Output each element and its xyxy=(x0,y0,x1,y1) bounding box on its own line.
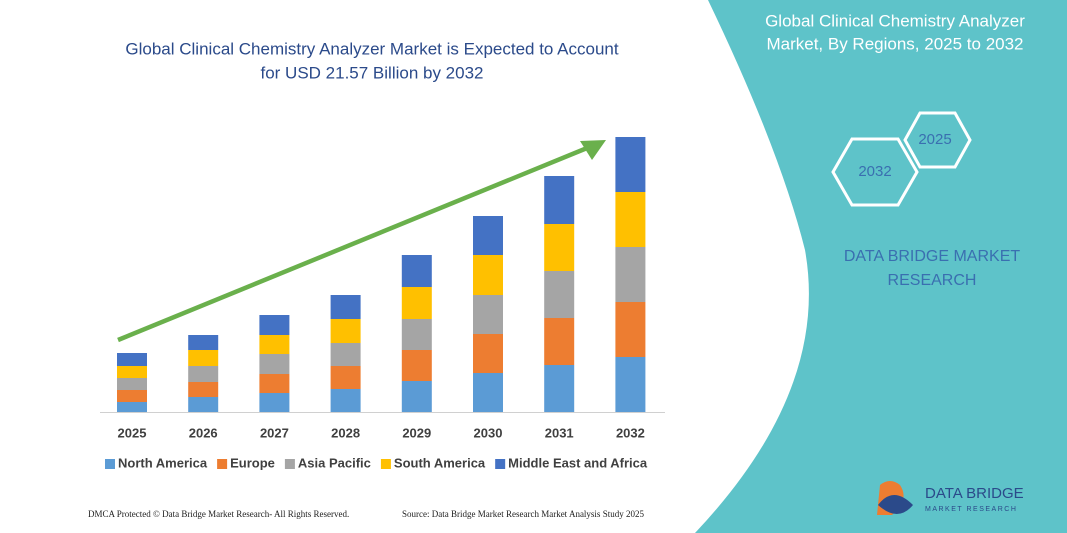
legend-label: Middle East and Africa xyxy=(508,455,648,470)
bar-segment xyxy=(117,402,147,412)
bar-segment xyxy=(259,354,290,374)
x-tick-label: 2030 xyxy=(474,425,503,440)
panel-title: Market, By Regions, 2025 to 2032 xyxy=(766,34,1023,53)
trend-arrow xyxy=(117,143,593,343)
bar-segment xyxy=(330,319,361,343)
hexagon-label: 2032 xyxy=(858,163,891,180)
legend-label: Europe xyxy=(230,455,275,470)
x-tick-label: 2027 xyxy=(260,425,289,440)
legend-swatch xyxy=(495,459,506,469)
legend-swatch xyxy=(105,459,115,469)
bar-segment xyxy=(473,373,503,412)
bar-segment xyxy=(401,381,432,412)
hexagon xyxy=(903,111,972,169)
bar-segment xyxy=(544,176,575,224)
bar-segment xyxy=(330,389,361,412)
bar-segment xyxy=(259,393,290,412)
hexagon-label: 2025 xyxy=(918,131,951,148)
bar-segment xyxy=(615,357,646,412)
bar-segment xyxy=(117,366,147,378)
bar-segment xyxy=(615,137,646,192)
bar-segment xyxy=(401,319,432,350)
bar-segment xyxy=(615,192,646,247)
legend-label: Asia Pacific xyxy=(298,455,371,470)
bar-segment xyxy=(544,271,575,318)
legend-swatch xyxy=(380,459,391,469)
bar-segment xyxy=(188,382,219,397)
bar-segment xyxy=(473,295,503,334)
logo-icon xyxy=(878,495,913,514)
bar-segment xyxy=(544,365,575,412)
trend-arrowhead xyxy=(580,140,606,160)
bar-segment xyxy=(188,350,219,366)
bar-segment xyxy=(117,353,147,366)
bar-segment xyxy=(188,335,219,350)
footer-left: DMCA Protected © Data Bridge Market Rese… xyxy=(88,509,349,519)
bar-segment xyxy=(188,366,219,382)
bar-segment xyxy=(473,216,503,255)
bar-segment xyxy=(117,390,147,402)
side-panel xyxy=(695,0,1067,533)
bar-segment xyxy=(259,374,290,393)
legend-label: North America xyxy=(118,455,208,470)
x-tick-label: 2025 xyxy=(118,425,147,440)
brand-text: RESEARCH xyxy=(888,272,977,289)
x-tick-label: 2031 xyxy=(545,425,574,440)
legend-swatch xyxy=(217,459,228,469)
bar-segment xyxy=(615,302,646,357)
bar-segment xyxy=(401,287,432,319)
bar-segment xyxy=(188,397,219,412)
brand-text: DATA BRIDGE MARKET xyxy=(844,248,1021,265)
legend-label: South America xyxy=(394,455,486,470)
bar-segment xyxy=(259,315,290,335)
logo-name: DATA BRIDGE xyxy=(925,485,1024,502)
bar-segment xyxy=(330,295,361,319)
bar-segment xyxy=(401,255,432,287)
bar-segment xyxy=(401,350,432,381)
bar-segment xyxy=(473,255,503,295)
logo-tagline: MARKET RESEARCH xyxy=(925,506,1017,513)
chart-title: for USD 21.57 Billion by 2032 xyxy=(260,63,483,82)
bar-segment xyxy=(615,247,646,302)
bar-segment xyxy=(259,335,290,354)
x-tick-label: 2029 xyxy=(402,425,431,440)
bar-segment xyxy=(544,318,575,365)
panel-title: Global Clinical Chemistry Analyzer xyxy=(765,11,1025,30)
chart-title: Global Clinical Chemistry Analyzer Marke… xyxy=(125,39,618,58)
bar-segment xyxy=(544,224,575,271)
bar-segment xyxy=(117,378,147,390)
x-tick-label: 2028 xyxy=(331,425,360,440)
legend-swatch xyxy=(284,459,295,469)
footer-right: Source: Data Bridge Market Research Mark… xyxy=(402,509,644,519)
x-tick-label: 2032 xyxy=(616,425,645,440)
hexagon xyxy=(831,137,919,207)
bar-segment xyxy=(330,343,361,366)
x-tick-label: 2026 xyxy=(189,425,218,440)
bar-segment xyxy=(473,334,503,373)
bar-segment xyxy=(330,366,361,389)
